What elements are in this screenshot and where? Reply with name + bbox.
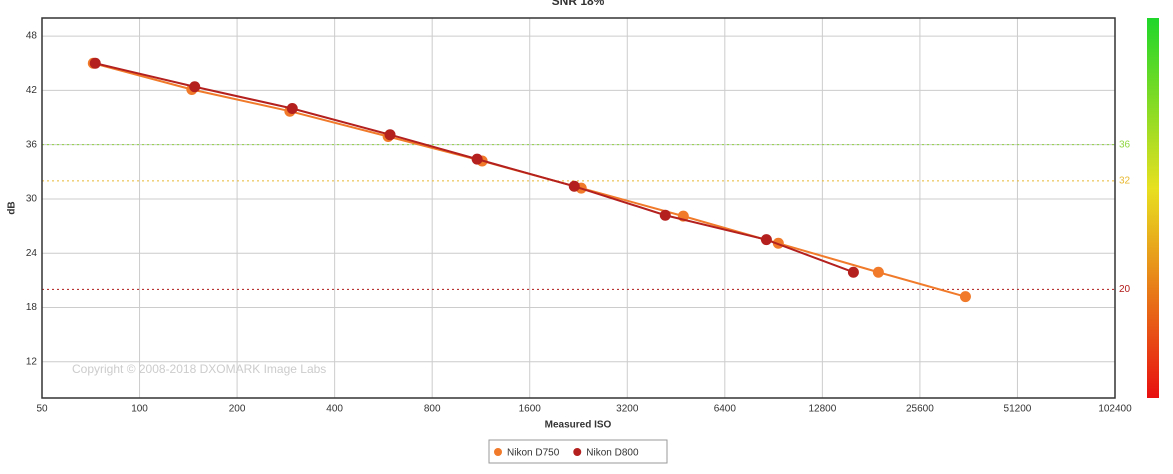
data-point: [872, 266, 884, 278]
x-tick-label: 400: [326, 404, 343, 415]
legend-items: Nikon D750 Nikon D800: [494, 448, 639, 459]
legend-label: Nikon D750: [507, 448, 560, 459]
x-tick-label: 800: [424, 404, 441, 415]
x-tick-label: 3200: [616, 404, 639, 415]
data-point: [659, 209, 671, 221]
x-tick-label: 6400: [714, 404, 737, 415]
legend-label: Nikon D800: [586, 448, 639, 459]
legend-marker: [494, 448, 502, 456]
plot-frame: [41, 17, 1116, 399]
y-axis-label: dB: [7, 201, 18, 214]
data-point: [568, 180, 580, 192]
y-tick-label: 18: [26, 302, 38, 313]
legend-item[interactable]: Nikon D750: [494, 448, 560, 459]
chart-title: SNR 18%: [552, 0, 605, 8]
data-point: [847, 266, 859, 278]
legend-item[interactable]: Nikon D800: [573, 448, 639, 459]
x-tick-label: 50: [36, 404, 48, 415]
y-tick-label: 48: [26, 31, 38, 42]
data-point: [384, 129, 396, 141]
legend-marker: [573, 448, 582, 456]
x-tick-label: 1600: [519, 404, 542, 415]
color-scale: [1147, 18, 1159, 398]
data-point: [471, 153, 483, 165]
x-tick-label: 51200: [1004, 404, 1032, 415]
copyright: Copyright © 2008-2018 DXOMARK Image Labs: [72, 362, 326, 376]
threshold-label: 32: [1119, 175, 1131, 186]
data-point: [286, 102, 298, 114]
y-tick-label: 12: [26, 356, 38, 367]
y-tick-label: 36: [26, 139, 38, 150]
threshold-label: 36: [1119, 139, 1131, 150]
x-tick-label: 102400: [1098, 404, 1132, 415]
data-point: [760, 234, 772, 246]
x-tick-label: 25600: [906, 404, 934, 415]
threshold-label: 20: [1119, 284, 1131, 295]
grid: 50 100 200 400 800 1600 3200 6400 12800 25600 5120…: [26, 18, 1132, 415]
y-tick-label: 42: [26, 85, 38, 96]
x-axis-label: Measured ISO: [545, 420, 612, 431]
data-point: [959, 291, 971, 303]
x-tick-label: 100: [131, 404, 148, 415]
x-tick-label: 12800: [808, 404, 836, 415]
y-tick-label: 30: [26, 194, 38, 205]
y-tick-label: 24: [26, 248, 38, 259]
data-point: [189, 81, 201, 93]
data-point: [89, 57, 101, 69]
x-tick-label: 200: [229, 404, 246, 415]
series-line: [95, 62, 854, 274]
plot: [87, 57, 971, 303]
